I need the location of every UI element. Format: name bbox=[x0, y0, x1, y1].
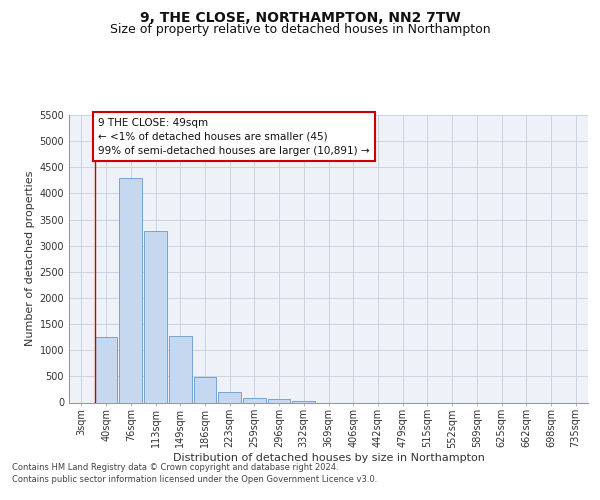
Bar bbox=[243, 398, 266, 402]
Text: 9, THE CLOSE, NORTHAMPTON, NN2 7TW: 9, THE CLOSE, NORTHAMPTON, NN2 7TW bbox=[140, 11, 460, 25]
Text: Contains HM Land Registry data © Crown copyright and database right 2024.: Contains HM Land Registry data © Crown c… bbox=[12, 462, 338, 471]
Bar bbox=[194, 378, 216, 402]
Text: Contains public sector information licensed under the Open Government Licence v3: Contains public sector information licen… bbox=[12, 475, 377, 484]
Y-axis label: Number of detached properties: Number of detached properties bbox=[25, 171, 35, 346]
Bar bbox=[119, 178, 142, 402]
Text: Size of property relative to detached houses in Northampton: Size of property relative to detached ho… bbox=[110, 22, 490, 36]
Bar bbox=[218, 392, 241, 402]
Bar bbox=[292, 400, 315, 402]
Bar bbox=[268, 398, 290, 402]
Bar bbox=[95, 336, 118, 402]
Bar bbox=[169, 336, 191, 402]
Text: 9 THE CLOSE: 49sqm
← <1% of detached houses are smaller (45)
99% of semi-detache: 9 THE CLOSE: 49sqm ← <1% of detached hou… bbox=[98, 118, 370, 156]
Bar bbox=[144, 231, 167, 402]
X-axis label: Distribution of detached houses by size in Northampton: Distribution of detached houses by size … bbox=[173, 453, 484, 463]
